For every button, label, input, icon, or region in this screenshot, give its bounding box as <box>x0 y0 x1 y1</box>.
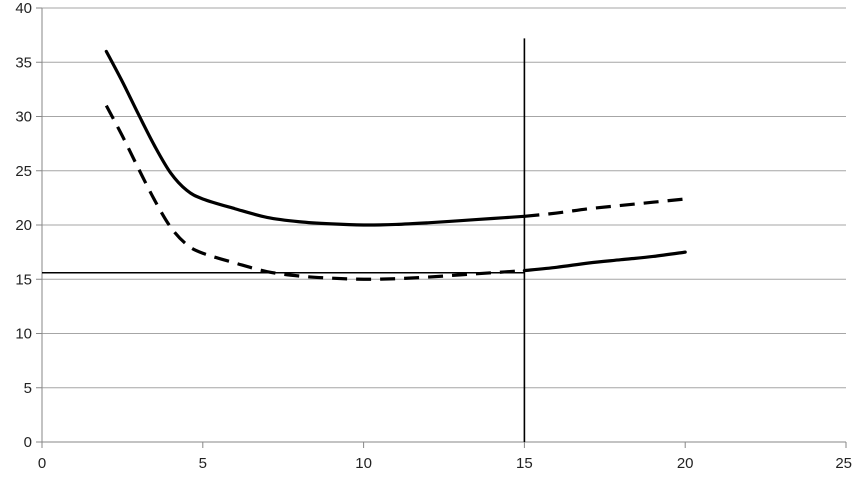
series-lines <box>104 49 687 281</box>
y-tick-label: 30 <box>15 109 32 126</box>
y-tick-label: 15 <box>15 271 32 288</box>
series-1-line-right <box>524 197 686 218</box>
y-tick-label: 25 <box>15 163 32 180</box>
y-tick-label: 5 <box>24 380 32 397</box>
series-1-line-left <box>104 49 526 227</box>
grid-lines <box>42 7 846 389</box>
y-tick-label: 0 <box>24 434 32 451</box>
y-tick-label: 20 <box>15 217 32 234</box>
y-tick-label: 40 <box>15 0 32 17</box>
axes <box>36 7 847 448</box>
series-2-line-right <box>522 250 687 273</box>
tick-labels: 0 5 10 15 20 25 30 35 40 0 5 10 15 20 25 <box>15 0 852 472</box>
y-tick-label: 35 <box>15 54 32 71</box>
x-tick-label: 25 <box>835 455 852 472</box>
reference-lines <box>42 38 526 442</box>
x-tick-label: 0 <box>38 455 46 472</box>
x-tick-label: 15 <box>516 455 533 472</box>
y-tick-label: 10 <box>15 326 32 343</box>
series-2-line-left <box>104 104 525 281</box>
x-tick-label: 5 <box>199 455 207 472</box>
x-tick-label: 10 <box>355 455 372 472</box>
x-tick-label: 20 <box>677 455 694 472</box>
